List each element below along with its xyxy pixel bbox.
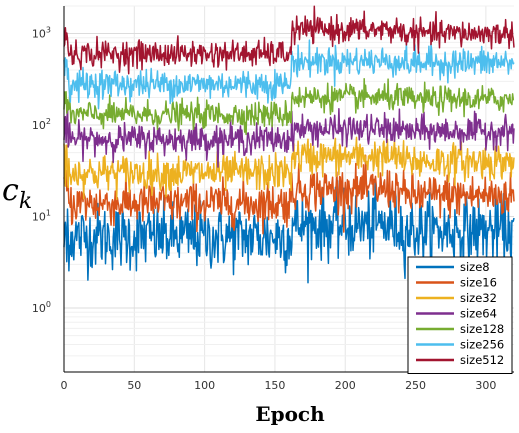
x-tick-label: 300 <box>475 379 496 392</box>
tick-labels: 0 50 100 150 200 250 300 100 101 102 103 <box>32 26 496 392</box>
series-line-size128 <box>63 77 515 136</box>
y-tick-label: 103 <box>32 26 51 41</box>
series-line-size8 <box>63 178 515 288</box>
series-line-size256 <box>63 39 515 110</box>
legend-label-size64: size64 <box>460 307 497 321</box>
y-tick-label: 101 <box>32 209 51 224</box>
series-line-size32 <box>63 136 515 201</box>
legend-box <box>407 256 513 374</box>
legend-label-size32: size32 <box>460 291 497 305</box>
legend-label-size128: size128 <box>460 322 504 336</box>
x-tick-label: 150 <box>264 379 285 392</box>
legend-label-size16: size16 <box>460 276 497 290</box>
x-tick-label: 200 <box>335 379 356 392</box>
x-tick-label: 250 <box>405 379 426 392</box>
y-tick-label: 100 <box>32 300 51 315</box>
series-line-size16 <box>63 154 515 235</box>
y-axis-title: ck <box>2 173 32 214</box>
x-axis-title: Epoch <box>255 402 325 426</box>
x-tick-label: 50 <box>127 379 141 392</box>
legend-label-size512: size512 <box>460 353 504 367</box>
series-line-size64 <box>63 101 515 168</box>
y-tick-label: 102 <box>32 117 51 132</box>
legend-label-size256: size256 <box>460 338 504 352</box>
legend-label-size8: size8 <box>460 260 490 274</box>
x-tick-label: 100 <box>194 379 215 392</box>
x-tick-label: 0 <box>61 379 68 392</box>
y-axis-title-main: c <box>2 173 19 208</box>
y-axis-title-subscript: k <box>19 189 32 214</box>
series-layer <box>63 5 515 288</box>
series-line-size512 <box>63 5 515 75</box>
